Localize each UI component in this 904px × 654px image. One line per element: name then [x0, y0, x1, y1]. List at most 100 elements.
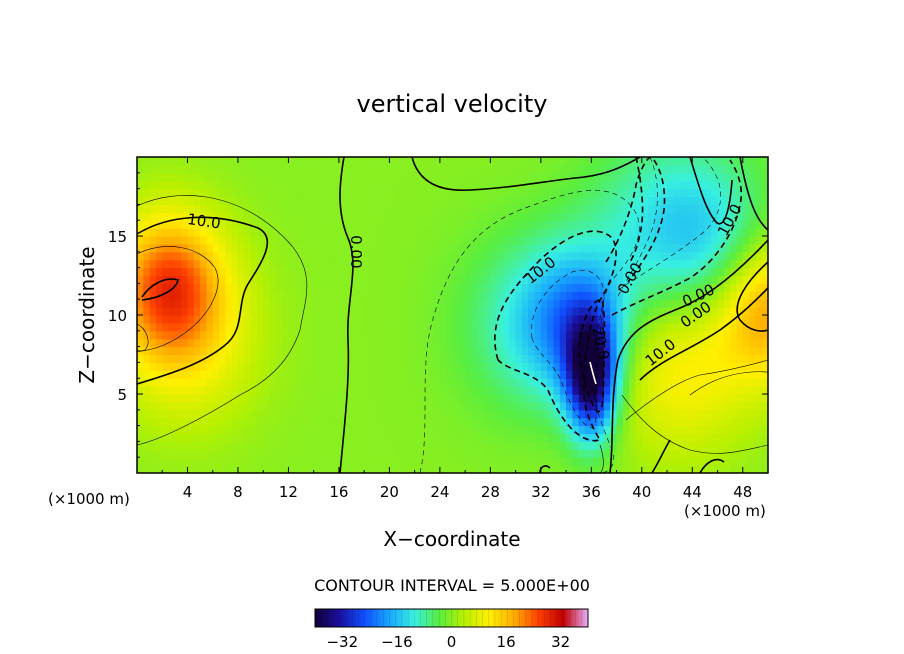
- contour-neg-filament-6: [627, 159, 666, 283]
- field-cell: [307, 354, 315, 363]
- field-cell: [439, 275, 447, 284]
- field-cell: [616, 259, 624, 269]
- field-cell: [452, 299, 460, 308]
- field-cell: [559, 204, 567, 213]
- field-cell: [559, 212, 567, 221]
- field-cell: [502, 204, 510, 213]
- field-cell: [622, 267, 630, 277]
- field-cell: [168, 212, 176, 221]
- field-cell: [566, 449, 573, 458]
- field-cell: [553, 228, 561, 237]
- field-cell: [420, 236, 428, 245]
- field-cell: [704, 433, 712, 442]
- field-cell: [717, 275, 725, 284]
- field-cell: [383, 401, 390, 411]
- field-cell: [181, 283, 189, 292]
- field-cell: [742, 386, 750, 395]
- field-cell: [408, 228, 416, 237]
- field-cell: [206, 457, 214, 466]
- field-cell: [357, 299, 365, 308]
- field-cell: [755, 157, 763, 166]
- field-cell: [484, 157, 491, 166]
- field-cell: [250, 346, 258, 356]
- field-cell: [629, 299, 637, 308]
- field-cell: [402, 204, 409, 213]
- field-cell: [137, 251, 144, 261]
- field-cell: [219, 433, 226, 442]
- field-cell: [143, 338, 151, 348]
- field-cell: [749, 425, 756, 435]
- field-cell: [143, 425, 151, 435]
- field-cell: [711, 204, 719, 213]
- field-cell: [679, 441, 687, 450]
- field-cell: [610, 307, 618, 316]
- field-cell: [256, 228, 264, 237]
- field-cell: [559, 370, 567, 379]
- field-cell: [446, 394, 454, 403]
- field-cell: [528, 236, 536, 245]
- field-cell: [301, 417, 308, 427]
- field-cell: [559, 441, 567, 450]
- field-cell: [730, 299, 738, 308]
- field-cell: [566, 204, 573, 213]
- field-cell: [534, 204, 542, 213]
- field-cell: [263, 315, 271, 324]
- field-cell: [446, 338, 454, 348]
- field-cell: [149, 346, 157, 356]
- field-cell: [502, 354, 510, 363]
- field-cell: [402, 322, 409, 332]
- field-cell: [137, 386, 144, 395]
- field-cell: [395, 441, 403, 450]
- field-cell: [761, 394, 768, 403]
- field-cell: [269, 401, 277, 411]
- field-cell: [200, 441, 208, 450]
- field-cell: [736, 330, 744, 340]
- field-cell: [307, 330, 315, 340]
- field-cell: [193, 275, 201, 284]
- field-cell: [357, 196, 365, 205]
- field-cell: [307, 457, 315, 466]
- field-cell: [149, 307, 157, 316]
- field-cell: [206, 330, 214, 340]
- field-cell: [269, 188, 277, 198]
- field-cell: [452, 346, 460, 356]
- field-cell: [282, 243, 290, 253]
- field-cell: [616, 362, 624, 371]
- field-cell: [471, 307, 479, 316]
- field-cell: [250, 299, 258, 308]
- field-cell: [484, 457, 491, 466]
- field-cell: [667, 259, 674, 269]
- field-cell: [168, 164, 176, 174]
- field-cell: [307, 322, 315, 332]
- field-cell: [597, 188, 605, 198]
- field-cell: [244, 204, 252, 213]
- field-cell: [225, 433, 233, 442]
- field-cell: [553, 299, 561, 308]
- field-cell: [193, 378, 201, 387]
- field-cell: [420, 394, 428, 403]
- field-cell: [206, 362, 214, 371]
- field-cell: [566, 164, 573, 174]
- field-cell: [200, 346, 208, 356]
- field-cell: [679, 251, 687, 261]
- field-cell: [155, 204, 163, 213]
- field-cell: [761, 370, 768, 379]
- field-cell: [641, 299, 649, 308]
- field-cell: [465, 291, 473, 300]
- field-cell: [616, 291, 624, 300]
- field-cell: [761, 291, 768, 300]
- field-cell: [143, 251, 151, 261]
- field-cell: [137, 172, 144, 182]
- field-cell: [761, 449, 768, 458]
- field-cell: [319, 172, 327, 182]
- field-cell: [540, 172, 548, 182]
- field-cell: [187, 188, 195, 198]
- field-cell: [181, 275, 189, 284]
- colorbar-stripes: [320, 609, 583, 627]
- colorbar-tick-label: −16: [381, 633, 413, 651]
- field-cell: [143, 346, 151, 356]
- field-cell: [660, 220, 668, 229]
- field-cell: [301, 259, 308, 269]
- field-cell: [742, 330, 750, 340]
- field-cell: [446, 386, 454, 395]
